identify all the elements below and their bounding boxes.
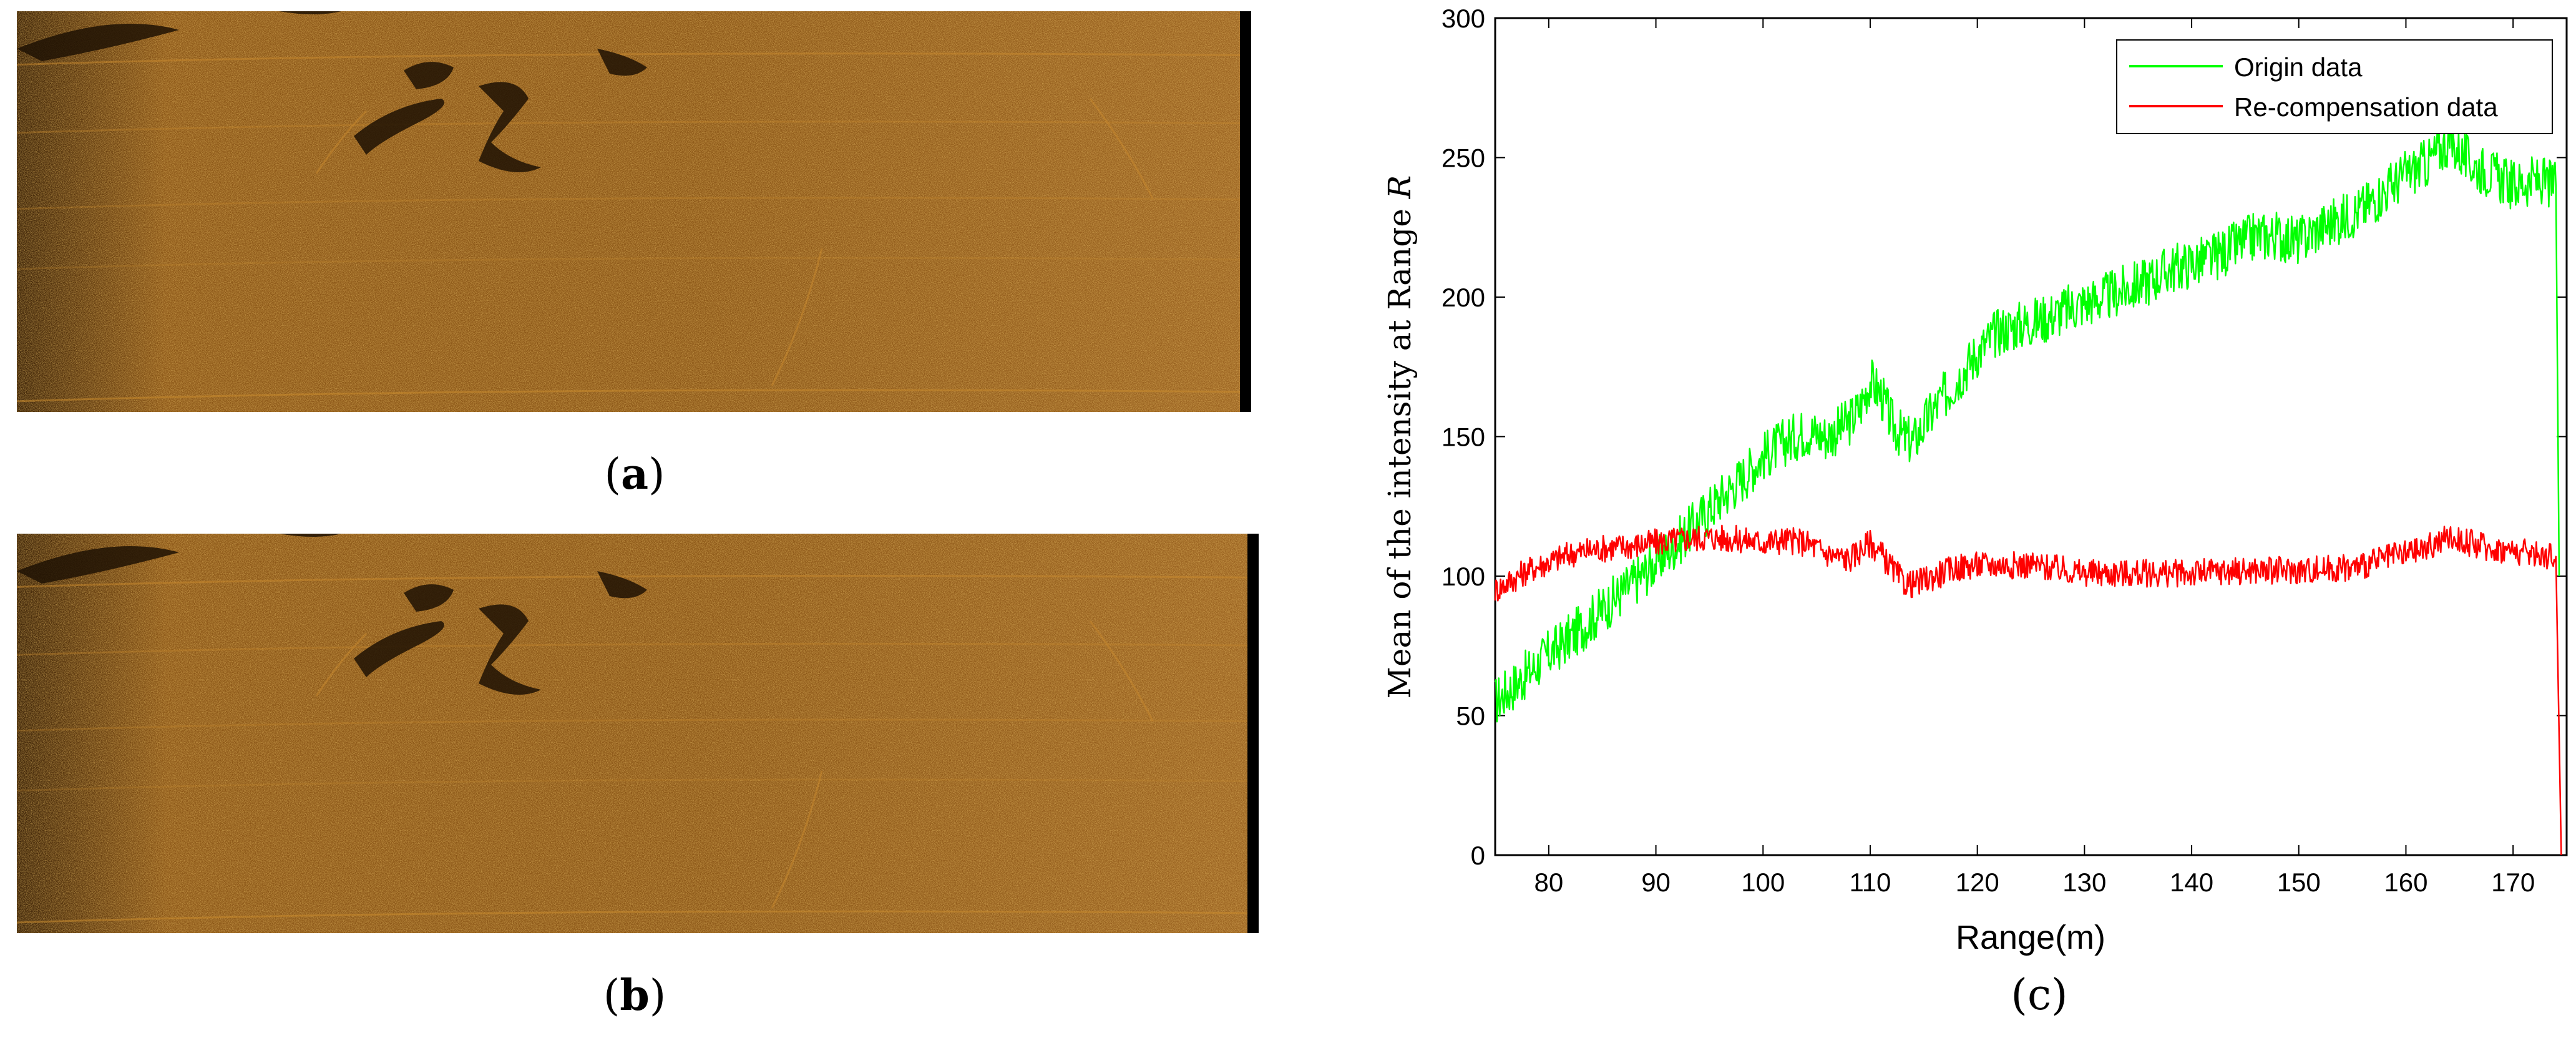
sonar-shadow — [404, 62, 454, 89]
sonar-shadow — [597, 49, 647, 76]
sonar-shadow — [17, 24, 179, 61]
panel-label-b: (b) — [603, 971, 666, 1021]
chart-panel: 80 90 100 110 120 130 140 150 160 170 0 50 100 150 200… — [1342, 0, 2576, 1038]
x-tick-label: 130 — [2062, 868, 2106, 897]
sonar-trail — [315, 110, 368, 174]
sonar-streak — [17, 642, 1259, 656]
sonar-streak — [17, 197, 1251, 210]
x-tick-label: 170 — [2491, 868, 2535, 897]
x-axis-label: Range(m) — [1956, 919, 2105, 956]
sonar-edge-band — [1240, 11, 1251, 412]
sonar-shadow — [597, 571, 647, 599]
x-tick-label: 110 — [1849, 868, 1891, 897]
sonar-streak — [17, 910, 1259, 924]
sonar-shadow — [279, 534, 341, 537]
sonar-streak — [17, 257, 1251, 270]
panel-label-c: (c) — [2011, 971, 2068, 1020]
x-tick-label: 80 — [1534, 868, 1563, 897]
y-tick-label: 100 — [1442, 562, 1485, 591]
sonar-trail — [315, 632, 368, 697]
panel-label-a: (a) — [604, 449, 665, 499]
y-tick-label: 200 — [1442, 283, 1485, 312]
legend: Origin data Re-compensation data — [2116, 39, 2553, 134]
sonar-shadow — [279, 11, 341, 14]
x-tick-label: 140 — [2170, 868, 2213, 897]
sonar-trail — [771, 770, 823, 909]
legend-label-recomp: Re-compensation data — [2234, 92, 2498, 122]
series-line-recompensation — [1494, 524, 2562, 856]
x-tick-label: 100 — [1741, 868, 1785, 897]
sonar-shadow — [479, 604, 541, 695]
sonar-trail — [1089, 98, 1154, 199]
y-tick-label: 300 — [1442, 4, 1485, 33]
x-tick-label: 150 — [2277, 868, 2321, 897]
sonar-trail — [771, 248, 823, 386]
sonar-shadow — [404, 584, 454, 612]
sonar-image-b — [17, 534, 1259, 933]
sonar-speckle — [17, 11, 1251, 412]
sonar-shadow — [354, 621, 444, 677]
intensity-chart: 80 90 100 110 120 130 140 150 160 170 0 50 100 150 200… — [1382, 4, 2568, 956]
plot-area — [1494, 17, 2568, 856]
sonar-shadow — [17, 546, 179, 584]
sonar-trail — [1089, 620, 1154, 722]
y-tick-label: 250 — [1442, 144, 1485, 173]
sonar-streak — [17, 778, 1259, 792]
legend-box — [2116, 39, 2553, 134]
y-tick-label: 50 — [1456, 702, 1485, 731]
sonar-streak — [17, 718, 1259, 732]
sonar-streak — [17, 52, 1251, 66]
sonar-streak — [17, 389, 1251, 403]
sonar-image-a — [17, 11, 1251, 412]
y-tick-label: 0 — [1471, 841, 1485, 870]
sonar-speckle — [17, 534, 1259, 933]
y-axis-label: Mean of the intensity at Range R — [1382, 175, 1418, 699]
x-tick-label: 90 — [1641, 868, 1671, 897]
sonar-shadow — [479, 82, 541, 172]
sonar-shadow — [354, 99, 444, 155]
sonar-streak — [17, 575, 1259, 588]
x-tick-label: 120 — [1956, 868, 1999, 897]
x-tick-label: 160 — [2384, 868, 2427, 897]
legend-label-origin: Origin data — [2234, 52, 2363, 82]
sonar-edge-band — [1247, 534, 1259, 933]
sonar-streak — [17, 120, 1251, 134]
y-tick-label: 150 — [1442, 423, 1485, 452]
